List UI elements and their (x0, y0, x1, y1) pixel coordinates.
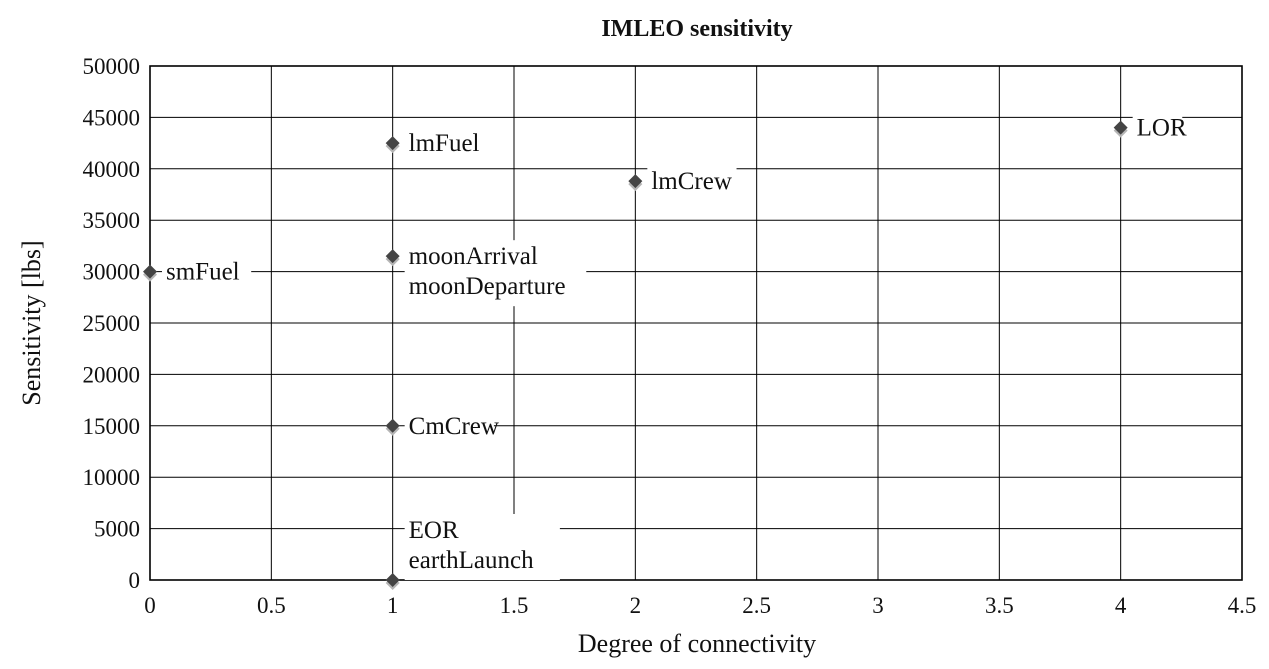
data-point-marker (385, 136, 400, 151)
x-tick-label: 3.5 (985, 593, 1014, 618)
x-tick-label: 4 (1115, 593, 1127, 618)
data-point (385, 418, 400, 436)
x-tick-label: 2.5 (742, 593, 771, 618)
data-point (385, 573, 400, 590)
y-axis-ticks: 0 5000 10000 15000 20000 25000 30000 35000 40000… (83, 54, 141, 593)
data-points (143, 120, 1128, 590)
data-point (1113, 120, 1128, 138)
y-tick-label: 45000 (83, 105, 141, 130)
y-tick-label: 40000 (83, 157, 141, 182)
point-label: CmCrew (409, 413, 499, 440)
point-label: lmCrew (651, 168, 732, 195)
x-tick-label: 0.5 (257, 593, 286, 618)
data-point-marker (1113, 120, 1128, 135)
plot-frame (149, 65, 1243, 581)
x-axis-ticks: 0 0.5 1 1.5 2 2.5 3 3.5 4 4.5 (144, 593, 1256, 618)
y-tick-label: 35000 (83, 208, 141, 233)
data-point-marker (385, 418, 400, 433)
y-tick-label: 25000 (83, 311, 141, 336)
point-label: moonArrival (409, 243, 538, 270)
x-tick-label: 1 (387, 593, 399, 618)
point-label: earthLaunch (409, 547, 534, 574)
label-background (404, 409, 494, 446)
label-background (647, 165, 737, 202)
chart-title: IMLEO sensitivity (601, 16, 792, 42)
point-label: lmFuel (409, 130, 480, 157)
grid-lines (149, 65, 1243, 581)
data-point-marker (385, 573, 400, 587)
label-background (404, 127, 494, 164)
point-labels: lmFuel LOR lmCrew smFuel moonArrival moonDepa… (162, 111, 1187, 580)
x-tick-label: 4.5 (1228, 593, 1257, 618)
x-tick-label: 0 (144, 593, 156, 618)
point-label: moonDeparture (409, 273, 566, 300)
y-tick-label: 30000 (83, 260, 141, 285)
point-label: smFuel (166, 259, 240, 286)
data-point (385, 136, 400, 154)
data-point (143, 264, 157, 282)
data-point-marker (385, 249, 400, 264)
point-label: EOR (409, 517, 459, 544)
y-tick-label: 10000 (83, 465, 141, 490)
point-label: LOR (1137, 115, 1187, 142)
x-tick-label: 1.5 (500, 593, 529, 618)
data-point-marker (628, 174, 643, 189)
label-background (404, 240, 587, 307)
x-tick-label: 2 (630, 593, 642, 618)
y-axis-title: Sensitivity [lbs] (17, 240, 46, 405)
x-axis-title: Degree of connectivity (578, 629, 816, 658)
label-background (162, 255, 252, 292)
label-background (1132, 111, 1183, 148)
y-tick-label: 50000 (83, 54, 141, 79)
y-tick-label: 5000 (94, 517, 140, 542)
data-point (385, 249, 400, 267)
y-tick-label: 20000 (83, 362, 141, 387)
y-tick-label: 0 (129, 568, 141, 593)
data-point (628, 174, 643, 192)
label-background (404, 514, 560, 580)
x-tick-label: 3 (872, 593, 884, 618)
y-tick-label: 15000 (83, 414, 141, 439)
data-point-marker (143, 264, 157, 279)
